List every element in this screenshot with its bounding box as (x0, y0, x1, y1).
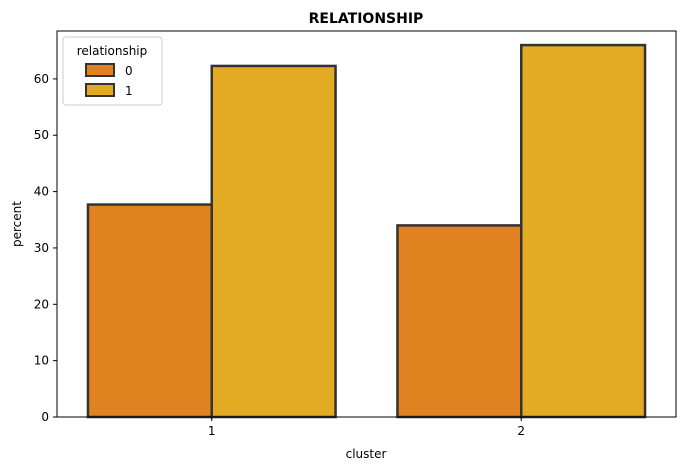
y-axis-label: percent (10, 201, 24, 247)
legend-title: relationship (77, 44, 148, 58)
legend-swatch-0 (85, 63, 115, 77)
y-tick-label: 10 (34, 354, 49, 368)
y-tick-label: 0 (41, 410, 49, 424)
bars-group (86, 43, 647, 419)
legend-label-0: 0 (125, 64, 133, 78)
y-tick-label: 20 (34, 297, 49, 311)
bar-cluster-2-relationship-0 (396, 224, 523, 419)
bar-cluster-2-relationship-1 (520, 43, 647, 419)
x-tick-label: 2 (517, 424, 525, 438)
chart-title: RELATIONSHIP (309, 11, 424, 27)
legend: relationship 0 1 (62, 36, 163, 106)
bar-cluster-1-relationship-0 (86, 203, 213, 419)
y-tick-label: 50 (34, 128, 49, 142)
y-tick-label: 60 (34, 72, 49, 86)
y-tick-label: 40 (34, 185, 49, 199)
bar-cluster-1-relationship-1 (210, 64, 337, 419)
legend-label-1: 1 (125, 84, 133, 98)
plot-frame (56, 30, 677, 418)
y-axis-ticks: 0 10 20 30 40 50 60 (34, 72, 57, 424)
x-axis-label: cluster (346, 447, 387, 461)
y-tick-label: 30 (34, 241, 49, 255)
x-tick-label: 1 (208, 424, 216, 438)
legend-swatch-1 (85, 83, 115, 97)
